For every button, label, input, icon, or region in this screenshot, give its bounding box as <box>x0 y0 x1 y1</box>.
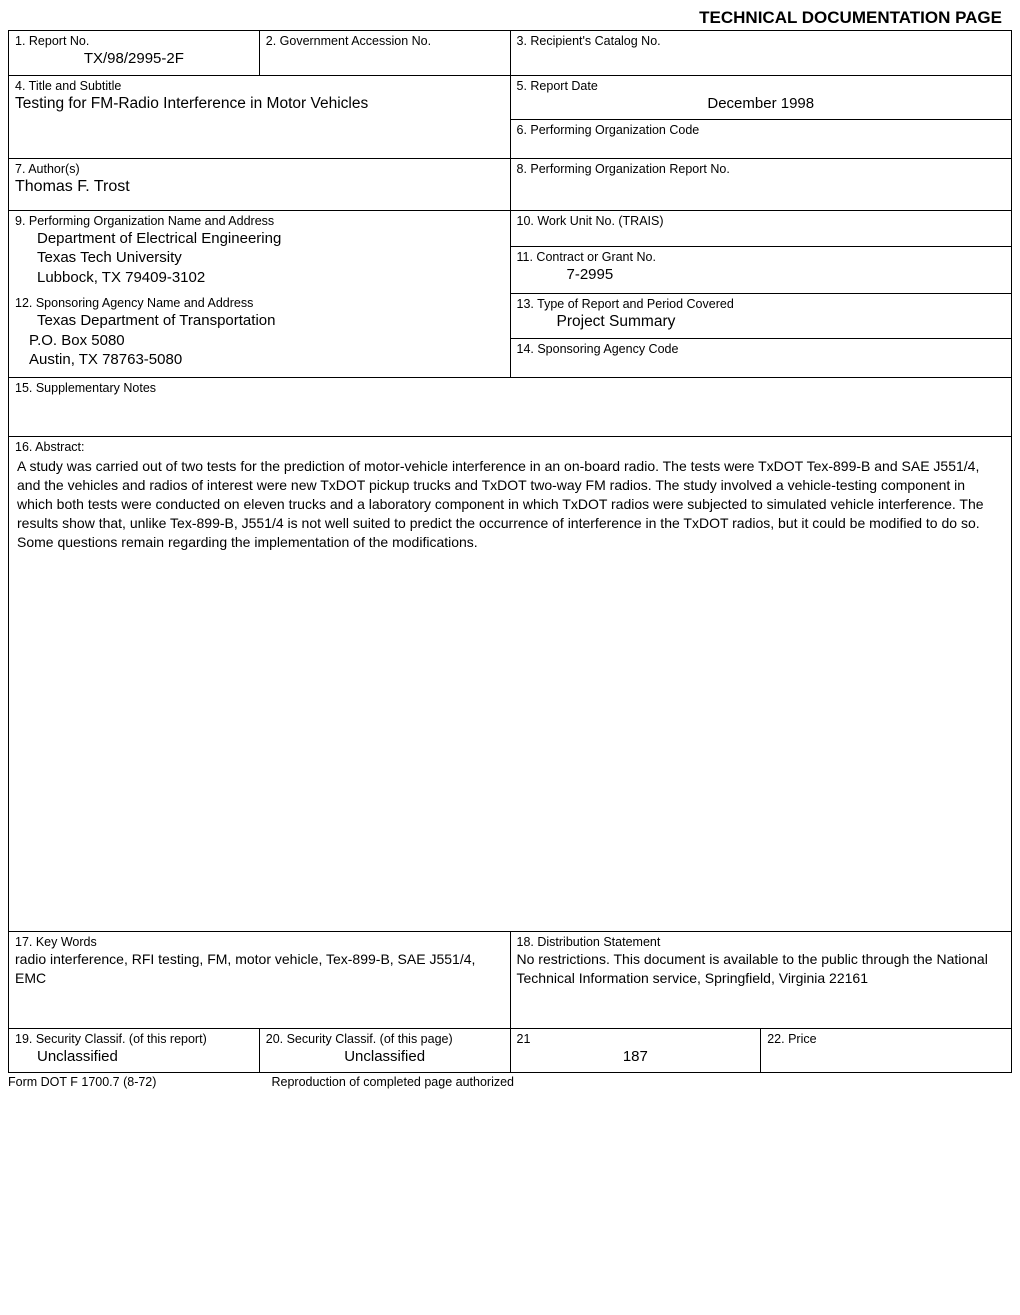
cell-sponsor-code: 14. Sponsoring Agency Code <box>510 338 1012 377</box>
cell-price: 22. Price <box>761 1028 1012 1073</box>
cell-report-no: 1. Report No. TX/98/2995-2F <box>9 31 260 76</box>
label-authors: 7. Author(s) <box>15 162 504 177</box>
page-title: TECHNICAL DOCUMENTATION PAGE <box>8 8 1012 28</box>
label-sec-classif-page: 20. Security Classif. (of this page) <box>266 1032 504 1047</box>
cell-supplementary: 15. Supplementary Notes <box>9 377 1012 436</box>
cell-gov-accession: 2. Government Accession No. <box>259 31 510 76</box>
label-recipient-catalog: 3. Recipient's Catalog No. <box>517 34 1006 49</box>
cell-contract-no: 11. Contract or Grant No. 7-2995 <box>510 247 1012 293</box>
cell-recipient-catalog: 3. Recipient's Catalog No. <box>510 31 1012 76</box>
documentation-table: 1. Report No. TX/98/2995-2F 2. Governmen… <box>8 30 1012 1073</box>
value-report-no: TX/98/2995-2F <box>15 49 253 69</box>
label-sec-classif-report: 19. Security Classif. (of this report) <box>15 1032 253 1047</box>
label-keywords: 17. Key Words <box>15 935 504 950</box>
label-sponsor-code: 14. Sponsoring Agency Code <box>517 342 1006 357</box>
value-authors: Thomas F. Trost <box>15 177 504 198</box>
label-page-count: 21 <box>517 1032 755 1047</box>
label-work-unit: 10. Work Unit No. (TRAIS) <box>517 214 1006 229</box>
value-sponsor-addr-3: Austin, TX 78763-5080 <box>15 350 504 370</box>
footer-reproduction: Reproduction of completed page authorize… <box>271 1075 514 1089</box>
cell-sec-classif-report: 19. Security Classif. (of this report) U… <box>9 1028 260 1073</box>
value-perf-org-addr-3: Lubbock, TX 79409-3102 <box>15 268 504 288</box>
footer-form-no: Form DOT F 1700.7 (8-72) <box>8 1075 268 1089</box>
value-sec-classif-report: Unclassified <box>15 1047 253 1067</box>
cell-report-type: 13. Type of Report and Period Covered Pr… <box>510 293 1012 338</box>
label-perf-org-report: 8. Performing Organization Report No. <box>517 162 1006 177</box>
value-perf-org-addr-2: Texas Tech University <box>15 248 504 268</box>
label-report-type: 13. Type of Report and Period Covered <box>517 297 1006 312</box>
value-perf-org-addr-1: Department of Electrical Engineering <box>15 229 504 249</box>
value-sponsor-addr-2: P.O. Box 5080 <box>15 331 504 351</box>
value-report-type: Project Summary <box>517 312 1006 332</box>
cell-work-unit: 10. Work Unit No. (TRAIS) <box>510 210 1012 247</box>
cell-distribution: 18. Distribution Statement No restrictio… <box>510 931 1012 1028</box>
label-supplementary: 15. Supplementary Notes <box>15 381 1005 396</box>
value-title-subtitle: Testing for FM-Radio Interference in Mot… <box>15 94 504 114</box>
label-abstract: 16. Abstract: <box>15 440 1005 455</box>
value-page-count: 187 <box>517 1047 755 1067</box>
cell-sec-classif-page: 20. Security Classif. (of this page) Unc… <box>259 1028 510 1073</box>
footer: Form DOT F 1700.7 (8-72) Reproduction of… <box>8 1073 1012 1089</box>
value-sec-classif-page: Unclassified <box>266 1047 504 1067</box>
cell-abstract: 16. Abstract: A study was carried out of… <box>9 436 1012 931</box>
value-report-date: December 1998 <box>517 94 1006 114</box>
cell-keywords: 17. Key Words radio interference, RFI te… <box>9 931 511 1028</box>
label-contract-no: 11. Contract or Grant No. <box>517 250 1006 265</box>
cell-authors: 7. Author(s) Thomas F. Trost <box>9 159 511 211</box>
label-distribution: 18. Distribution Statement <box>517 935 1006 950</box>
value-sponsor-addr-1: Texas Department of Transportation <box>15 311 504 331</box>
label-sponsor-addr: 12. Sponsoring Agency Name and Address <box>15 296 504 311</box>
label-gov-accession: 2. Government Accession No. <box>266 34 504 49</box>
value-distribution: No restrictions. This document is availa… <box>517 950 1006 988</box>
cell-perf-org-addr: 9. Performing Organization Name and Addr… <box>9 210 511 293</box>
cell-perf-org-code: 6. Performing Organization Code <box>510 120 1012 159</box>
cell-report-date: 5. Report Date December 1998 <box>510 75 1012 120</box>
value-keywords: radio interference, RFI testing, FM, mot… <box>15 950 504 988</box>
label-perf-org-code: 6. Performing Organization Code <box>517 123 1006 138</box>
label-price: 22. Price <box>767 1032 1005 1047</box>
cell-title-subtitle: 4. Title and Subtitle Testing for FM-Rad… <box>9 75 511 159</box>
cell-sponsor-addr: 12. Sponsoring Agency Name and Address T… <box>9 293 511 377</box>
value-contract-no: 7-2995 <box>517 265 1006 285</box>
label-title-subtitle: 4. Title and Subtitle <box>15 79 504 94</box>
label-perf-org-addr: 9. Performing Organization Name and Addr… <box>15 214 504 229</box>
cell-page-count: 21 187 <box>510 1028 761 1073</box>
label-report-date: 5. Report Date <box>517 79 1006 94</box>
cell-perf-org-report: 8. Performing Organization Report No. <box>510 159 1012 211</box>
value-abstract: A study was carried out of two tests for… <box>15 455 1005 925</box>
label-report-no: 1. Report No. <box>15 34 253 49</box>
